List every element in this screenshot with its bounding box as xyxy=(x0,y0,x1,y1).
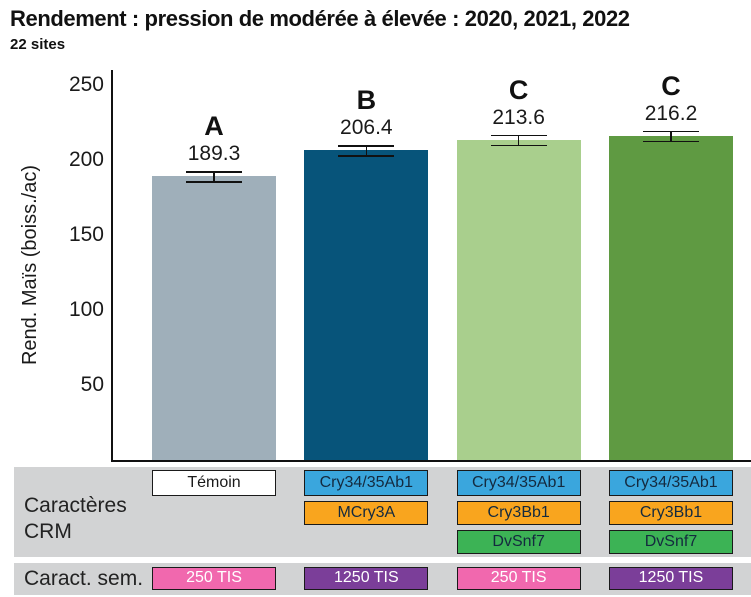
crm-trait-badge: MCry3A xyxy=(304,501,429,525)
crm-trait-badge: DvSnf7 xyxy=(456,530,581,554)
y-tick-label: 200 xyxy=(68,148,104,171)
error-bar-line xyxy=(517,134,520,146)
bar-value-label: 216.2 xyxy=(644,101,698,125)
bar-significance-letter: C xyxy=(508,74,529,105)
bar-significance-letter: A xyxy=(204,111,224,142)
bar xyxy=(152,176,276,460)
seed-treatment-badge: 250 TIS xyxy=(456,567,581,590)
y-axis-line xyxy=(111,70,113,462)
seed-row-label: Caract. sem. xyxy=(24,567,144,590)
chart-subtitle-sites-count: 22 sites xyxy=(10,36,66,53)
y-tick-label: 250 xyxy=(68,73,104,96)
y-axis-label: Rend. Maïs (boiss./ac) xyxy=(19,164,41,366)
bar-value-label: 213.6 xyxy=(492,105,545,129)
seed-treatment-badge: 250 TIS xyxy=(152,567,276,590)
bar-value-label: 206.4 xyxy=(340,116,393,140)
y-tick-label: 100 xyxy=(68,298,104,321)
error-bar-line xyxy=(365,145,368,157)
error-bar-line xyxy=(213,171,215,183)
bar-significance-letter: C xyxy=(661,70,681,101)
crm-trait-badge: Cry34/35Ab1 xyxy=(608,470,733,496)
crm-trait-badge: Cry3Bb1 xyxy=(456,501,581,525)
seed-treatment-badge: 1250 TIS xyxy=(608,567,733,590)
bar-value-label: 189.3 xyxy=(187,142,241,166)
bar xyxy=(608,135,733,460)
bar xyxy=(456,139,581,460)
crm-row-label-line1: Caractères xyxy=(24,494,127,517)
bar xyxy=(304,150,429,460)
crm-trait-badge: Cry34/35Ab1 xyxy=(304,470,429,496)
page-title: Rendement : pression de modérée à élevée… xyxy=(10,6,630,31)
y-tick-label: 150 xyxy=(68,223,104,246)
bar-significance-letter: B xyxy=(356,85,377,116)
y-tick-label: 50 xyxy=(80,373,104,396)
x-axis-line xyxy=(111,460,751,462)
crm-row-label: Caractères CRM xyxy=(24,493,127,545)
crm-trait-badge: Cry3Bb1 xyxy=(608,501,733,525)
seed-treatment-badge: 1250 TIS xyxy=(304,567,429,590)
crm-trait-badge: DvSnf7 xyxy=(608,530,733,554)
crm-trait-badge: Témoin xyxy=(152,470,276,496)
error-bar-line xyxy=(670,130,672,142)
crm-row-label-line2: CRM xyxy=(24,520,72,543)
crm-trait-badge: Cry34/35Ab1 xyxy=(456,470,581,496)
